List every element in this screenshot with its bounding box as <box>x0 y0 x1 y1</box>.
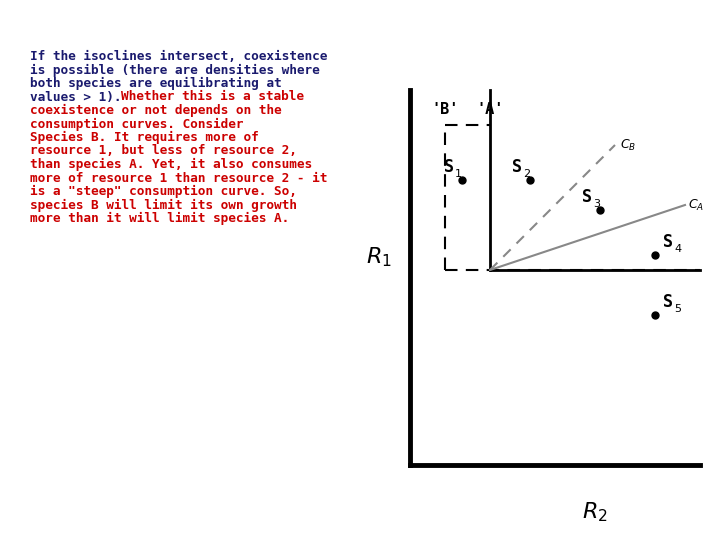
Text: is a "steep" consumption curve. So,: is a "steep" consumption curve. So, <box>30 185 297 198</box>
Text: 2: 2 <box>523 169 530 179</box>
Text: 'A': 'A' <box>477 102 504 117</box>
Text: more of resource 1 than resource 2 - it: more of resource 1 than resource 2 - it <box>30 172 328 185</box>
Text: 1: 1 <box>455 169 462 179</box>
Text: S: S <box>444 158 454 176</box>
Text: 'B': 'B' <box>431 102 459 117</box>
Text: S: S <box>663 233 673 251</box>
Text: 5: 5 <box>674 304 681 314</box>
Text: both species are equilibrating at: both species are equilibrating at <box>30 77 282 90</box>
Text: 3: 3 <box>593 199 600 209</box>
Text: $R_2$: $R_2$ <box>582 500 608 524</box>
Text: Species B. It requires more of: Species B. It requires more of <box>30 131 258 144</box>
Text: S: S <box>512 158 522 176</box>
Text: $C_A$: $C_A$ <box>688 198 704 213</box>
Text: is possible (there are densities where: is possible (there are densities where <box>30 64 320 77</box>
Text: If the isoclines intersect, coexistence: If the isoclines intersect, coexistence <box>30 50 328 63</box>
Text: more than it will limit species A.: more than it will limit species A. <box>30 212 289 225</box>
Text: 4: 4 <box>674 244 681 254</box>
Text: $R_1$: $R_1$ <box>366 246 392 269</box>
Text: values > 1).: values > 1). <box>30 91 129 104</box>
Text: coexistence or not depends on the: coexistence or not depends on the <box>30 104 282 117</box>
Text: $C_B$: $C_B$ <box>620 138 636 152</box>
Text: than species A. Yet, it also consumes: than species A. Yet, it also consumes <box>30 158 312 171</box>
Text: species B will limit its own growth: species B will limit its own growth <box>30 199 297 212</box>
Text: Whether this is a stable: Whether this is a stable <box>121 91 304 104</box>
Text: consumption curves. Consider: consumption curves. Consider <box>30 118 243 131</box>
Text: resource 1, but less of resource 2,: resource 1, but less of resource 2, <box>30 145 297 158</box>
Text: S: S <box>582 188 592 206</box>
Text: S: S <box>663 293 673 311</box>
